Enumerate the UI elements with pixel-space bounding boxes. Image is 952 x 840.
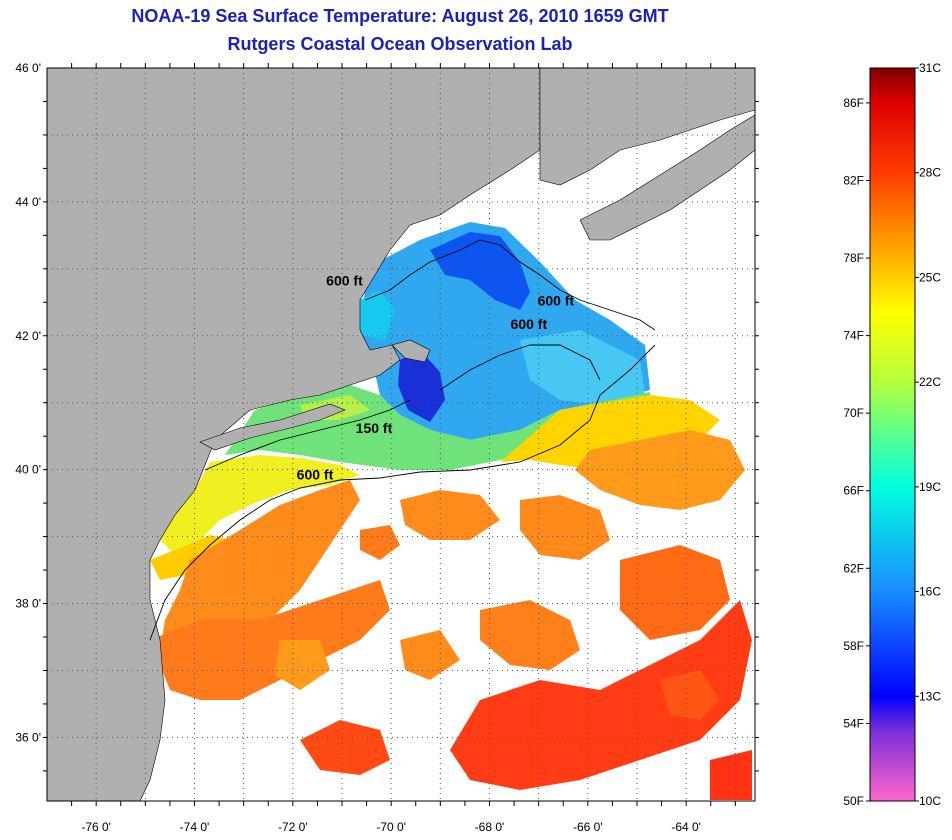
- contour-label: 600 ft: [511, 316, 548, 332]
- colorbar-f-label: 74F: [843, 329, 864, 343]
- colorbar-c-label: 25C: [919, 270, 941, 284]
- colorbar-c-label: 16C: [919, 585, 941, 599]
- colorbar-c-label: 13C: [919, 689, 941, 703]
- lat-label: 40 0': [15, 463, 41, 477]
- lon-label: -74 0': [180, 820, 210, 834]
- colorbar-f-label: 78F: [843, 251, 864, 265]
- colorbar-f-label: 50F: [843, 794, 864, 808]
- map-axes: 46 0' 44 0' 42 0' 40 0' 38 0' 36 0' -76 0' -74 …: [15, 61, 759, 834]
- lon-label: -64 0': [671, 820, 701, 834]
- lon-label: -68 0': [475, 820, 505, 834]
- map-title: NOAA-19 Sea Surface Temperature: August …: [131, 6, 669, 26]
- colorbar-f-label: 58F: [843, 639, 864, 653]
- lon-label: -70 0': [376, 820, 406, 834]
- colorbar-ticks: 86F 82F 78F 74F 70F 66F 62F 58F 54F 50F 31C 28C 25C 2…: [843, 61, 941, 808]
- contour-labels: 600 ft 600 ft 600 ft 150 ft 600 ft: [297, 273, 575, 483]
- colorbar-f-label: 66F: [843, 484, 864, 498]
- bathymetry-contours: [149, 239, 656, 641]
- lat-label: 44 0': [15, 195, 41, 209]
- colorbar-f-label: 70F: [843, 406, 864, 420]
- contour-label: 600 ft: [326, 273, 363, 289]
- colorbar-f-label: 62F: [843, 561, 864, 575]
- graticule: [47, 68, 755, 801]
- colorbar-c-label: 28C: [919, 166, 941, 180]
- colorbar-f-label: 54F: [843, 716, 864, 730]
- contour-gulf-of-maine: [364, 239, 656, 331]
- contour-label: 600 ft: [297, 467, 334, 483]
- contour-label: 150 ft: [356, 420, 393, 436]
- contour-600ft-shelf-break: [149, 344, 656, 641]
- lat-label: 42 0': [15, 329, 41, 343]
- lat-label: 46 0': [15, 61, 41, 75]
- land-mass: [47, 68, 755, 801]
- lon-label: -66 0': [573, 820, 603, 834]
- colorbar-c-label: 19C: [919, 480, 941, 494]
- colorbar-c-label: 31C: [919, 61, 941, 75]
- lat-label: 36 0': [15, 730, 41, 744]
- lat-label: 38 0': [15, 597, 41, 611]
- colorbar-f-label: 82F: [843, 173, 864, 187]
- contour-georges-bank: [439, 344, 601, 391]
- map-frame: [46, 67, 756, 802]
- lon-label: -72 0': [278, 820, 308, 834]
- colorbar-c-label: 22C: [919, 375, 941, 389]
- colorbar-f-label: 86F: [843, 96, 864, 110]
- lon-label: -76 0': [81, 820, 111, 834]
- map-subtitle: Rutgers Coastal Ocean Observation Lab: [227, 34, 573, 54]
- contour-150ft: [204, 399, 411, 471]
- contour-label: 600 ft: [538, 293, 575, 309]
- colorbar-c-label: 10C: [919, 794, 941, 808]
- sst-field: [150, 222, 752, 800]
- colorbar: [869, 67, 916, 802]
